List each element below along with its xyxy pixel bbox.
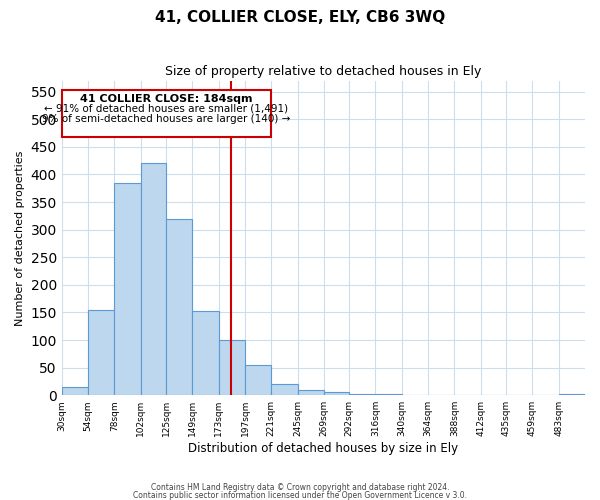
Bar <box>115 182 141 395</box>
Bar <box>428 394 454 395</box>
Text: ← 91% of detached houses are smaller (1,491): ← 91% of detached houses are smaller (1,… <box>44 104 289 114</box>
Text: Contains public sector information licensed under the Open Government Licence v : Contains public sector information licen… <box>133 490 467 500</box>
Bar <box>218 340 245 395</box>
Text: 41, COLLIER CLOSE, ELY, CB6 3WQ: 41, COLLIER CLOSE, ELY, CB6 3WQ <box>155 10 445 25</box>
Bar <box>62 387 88 395</box>
Bar <box>193 312 218 395</box>
Bar <box>506 394 532 395</box>
Bar <box>298 390 324 395</box>
Text: 9% of semi-detached houses are larger (140) →: 9% of semi-detached houses are larger (1… <box>43 114 291 124</box>
Bar <box>532 394 559 395</box>
Bar <box>402 394 428 395</box>
Bar <box>324 392 349 395</box>
Bar <box>559 394 585 395</box>
Bar <box>481 394 506 395</box>
Text: Contains HM Land Registry data © Crown copyright and database right 2024.: Contains HM Land Registry data © Crown c… <box>151 483 449 492</box>
Y-axis label: Number of detached properties: Number of detached properties <box>15 150 25 326</box>
Bar <box>454 394 481 395</box>
X-axis label: Distribution of detached houses by size in Ely: Distribution of detached houses by size … <box>188 442 458 455</box>
Title: Size of property relative to detached houses in Ely: Size of property relative to detached ho… <box>165 65 482 78</box>
Bar <box>166 218 193 395</box>
Bar <box>245 365 271 395</box>
Bar <box>271 384 298 395</box>
Bar <box>376 394 402 395</box>
Bar <box>88 310 115 395</box>
Bar <box>141 164 166 395</box>
Bar <box>349 394 376 395</box>
FancyBboxPatch shape <box>62 90 271 137</box>
Text: 41 COLLIER CLOSE: 184sqm: 41 COLLIER CLOSE: 184sqm <box>80 94 253 104</box>
